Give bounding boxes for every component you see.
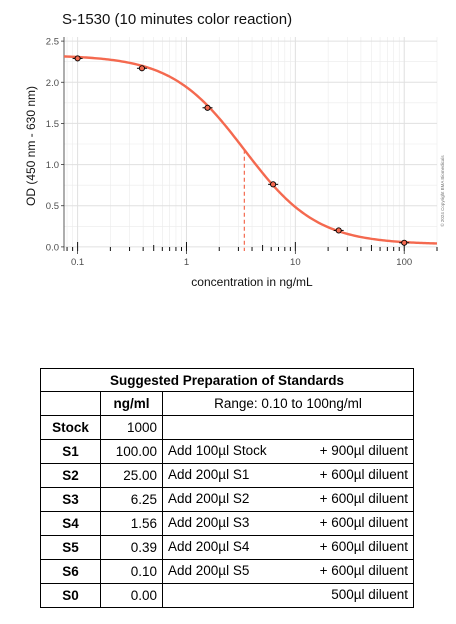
- data-point: [138, 65, 146, 72]
- data-points: [72, 55, 410, 246]
- diluent-text: + 600µl diluent: [319, 539, 409, 554]
- preparation-instruction: Add 200µl S5 + 600µl diluent: [161, 559, 415, 584]
- diluent-text: + 600µl diluent: [319, 491, 409, 506]
- standard-concentration: 0.00: [100, 583, 163, 608]
- step-text: Add 100µl Stock: [168, 443, 267, 458]
- diluent-text: + 600µl diluent: [319, 515, 409, 530]
- table-row: S2 25.00 Add 200µl S1 + 600µl diluent: [40, 463, 415, 488]
- table-row: S5 0.39 Add 200µl S4 + 600µl diluent: [40, 535, 415, 560]
- diluent-text: + 900µl diluent: [319, 443, 409, 458]
- preparation-instruction: 500µl diluent: [161, 583, 415, 608]
- copyright-note: © 2024 Copyright BMA Biomedicals: [439, 155, 445, 227]
- x-tick-label: 0.1: [71, 257, 84, 268]
- step-text: Add 200µl S4: [168, 539, 250, 554]
- diluent-text: + 600µl diluent: [319, 563, 409, 578]
- table-row: S0 0.00 500µl diluent: [40, 583, 415, 608]
- x-axis-label: concentration in ng/mL: [191, 275, 313, 289]
- table-row: S3 6.25 Add 200µl S2 + 600µl diluent: [40, 487, 415, 512]
- standard-name: S6: [40, 559, 101, 584]
- preparation-instruction: Add 200µl S1 + 600µl diluent: [161, 463, 415, 488]
- axes: [61, 37, 405, 254]
- standard-concentration: 100.00: [100, 439, 163, 464]
- y-tick-label: 2.0: [46, 78, 59, 89]
- table-row: S6 0.10 Add 200µl S5 + 600µl diluent: [40, 559, 415, 584]
- standard-name: S2: [40, 463, 101, 488]
- standard-concentration: 1.56: [100, 511, 163, 536]
- table-row: S4 1.56 Add 200µl S3 + 600µl diluent: [40, 511, 415, 536]
- x-tick-label: 100: [396, 257, 412, 268]
- y-tick-label: 1.5: [46, 119, 59, 130]
- standard-name: S4: [40, 511, 101, 536]
- data-point: [74, 55, 81, 62]
- standard-concentration: 0.10: [100, 559, 163, 584]
- y-tick-label: 2.5: [46, 37, 59, 48]
- preparation-instruction: [161, 415, 415, 440]
- standard-name: S5: [40, 535, 101, 560]
- standard-concentration: 1000: [100, 415, 163, 440]
- standard-name: S3: [40, 487, 101, 512]
- standard-concentration: 25.00: [100, 463, 163, 488]
- table-title: Suggested Preparation of Standards: [39, 368, 415, 392]
- standard-concentration: 0.39: [100, 535, 163, 560]
- step-text: Add 200µl S3: [168, 515, 250, 530]
- header-range: Range: 0.10 to 100ng/ml: [161, 391, 415, 416]
- standard-curve-chart: S-1530 (10 minutes color reaction) 0.1 1 1…: [24, 11, 445, 289]
- data-point: [204, 104, 211, 111]
- step-text: Add 200µl S5: [168, 563, 250, 578]
- preparation-instruction: Add 100µl Stock + 900µl diluent: [161, 439, 415, 464]
- preparation-instruction: Add 200µl S2 + 600µl diluent: [161, 487, 415, 512]
- y-tick-labels: 0.0 0.5 1.0 1.5 2.0 2.5: [46, 37, 59, 254]
- y-tick-label: 0.0: [46, 242, 59, 253]
- rug-ticks: [66, 242, 438, 251]
- x-tick-labels: 0.1 1 10 100: [71, 257, 412, 268]
- preparation-instruction: Add 200µl S4 + 600µl diluent: [161, 535, 415, 560]
- header-conc: ng/ml: [100, 391, 163, 416]
- standard-name: Stock: [40, 415, 101, 440]
- table-title-row: Suggested Preparation of Standards: [39, 368, 415, 392]
- x-tick-label: 10: [290, 257, 301, 268]
- standards-preparation-table: Suggested Preparation of Standards ng/ml…: [39, 368, 415, 608]
- standard-concentration: 6.25: [100, 487, 163, 512]
- data-point: [401, 239, 408, 246]
- y-axis-label: OD (450 nm - 630 nm): [24, 86, 38, 206]
- data-point: [335, 227, 342, 234]
- header-empty-cell: [40, 391, 101, 416]
- y-tick-label: 1.0: [46, 160, 59, 171]
- table-row: S1 100.00 Add 100µl Stock + 900µl diluent: [40, 439, 415, 464]
- step-text: Add 200µl S2: [168, 491, 250, 506]
- table-row: Stock 1000: [40, 415, 415, 440]
- x-tick-label: 1: [184, 257, 189, 268]
- step-text: Add 200µl S1: [168, 467, 250, 482]
- y-tick-label: 0.5: [46, 201, 59, 212]
- diluent-text: + 600µl diluent: [319, 467, 409, 482]
- data-point: [270, 181, 277, 188]
- standard-name: S0: [40, 583, 101, 608]
- grid-lines: [64, 37, 438, 251]
- fit-curve: [63, 55, 438, 245]
- diluent-text: 500µl diluent: [331, 587, 409, 602]
- table-header-row: ng/ml Range: 0.10 to 100ng/ml: [40, 391, 415, 416]
- standard-name: S1: [40, 439, 101, 464]
- chart-title: S-1530 (10 minutes color reaction): [62, 11, 292, 28]
- preparation-instruction: Add 200µl S3 + 600µl diluent: [161, 511, 415, 536]
